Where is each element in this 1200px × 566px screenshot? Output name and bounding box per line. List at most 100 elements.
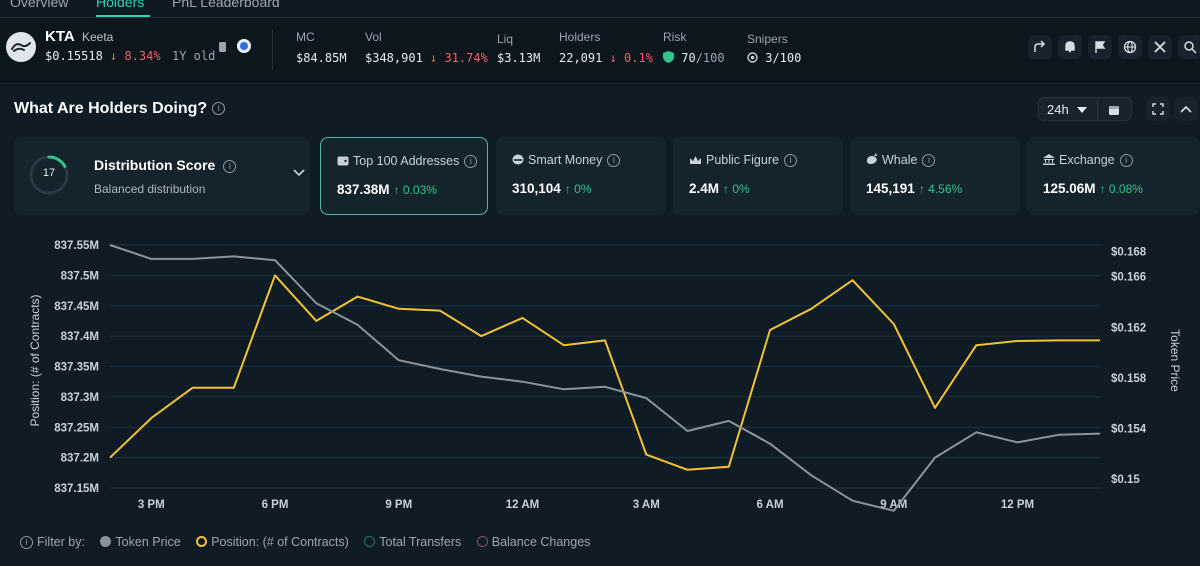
stat-label: MC — [296, 30, 315, 44]
holder-category-cards: 17 Distribution Score i Balanced distribu… — [0, 137, 1200, 215]
info-icon[interactable]: i — [783, 154, 797, 168]
x-icon[interactable] — [1148, 35, 1172, 59]
position-series-line[interactable] — [109, 274, 1100, 471]
stat-snipers[interactable]: Snipers 3/100 — [747, 32, 801, 65]
price-change: ↓ 8.34% — [110, 49, 161, 63]
info-icon[interactable]: i — [223, 159, 237, 173]
calendar-icon[interactable] — [1108, 104, 1120, 116]
token-age: 1Y old — [172, 49, 216, 63]
tab-overview[interactable]: Overview — [10, 0, 69, 10]
y-left-axis-title: Position: (# of Contracts) — [28, 294, 42, 426]
stat-risk[interactable]: Risk 70/100 — [663, 30, 725, 65]
holders-position-chart[interactable]: 837.55M 837.5M 837.45M 837.4M 837.35M 837.3M 8… — [0, 88, 1200, 528]
card-exchange[interactable]: Exchange i 125.06M ↑ 0.08% — [1027, 137, 1200, 215]
top-nav: Overview Holders PnL Leaderboard — [0, 0, 1200, 18]
info-icon[interactable]: i — [212, 102, 226, 116]
stat-liq: Liq $3.13M — [497, 32, 540, 65]
info-icon[interactable]: i — [20, 536, 33, 550]
y-left-tick-label: 837.25M — [54, 422, 99, 434]
copy-icon[interactable] — [218, 40, 228, 52]
stat-label: Vol — [365, 30, 382, 44]
whale-icon — [867, 153, 877, 164]
stat-value: 70/100 — [663, 51, 725, 65]
stat-value: $348,901 ↓ 31.74% — [365, 51, 488, 65]
y-left-tick-label: 837.15M — [54, 483, 99, 495]
card-public-figure[interactable]: Public Figure i 2.4M ↑ 0% — [673, 137, 843, 215]
y-left-tick-label: 837.45M — [54, 301, 99, 313]
info-icon[interactable]: i — [464, 155, 478, 169]
stat-mc: MC $84.85M — [296, 30, 347, 65]
y-right-tick-label: $0.154 — [1111, 424, 1147, 436]
distribution-score-title: Distribution Score i — [94, 157, 237, 173]
y-left-tick-label: 837.2M — [61, 453, 99, 465]
timeframe-value: 24h — [1047, 102, 1069, 117]
filter-token-price[interactable]: Token Price — [100, 535, 181, 549]
active-tab-indicator — [96, 15, 150, 17]
chart-filters: i Filter by: Token Price Position: (# of … — [20, 535, 602, 550]
legend-dot — [364, 536, 376, 547]
bank-icon — [1043, 154, 1055, 165]
expand-button[interactable] — [1146, 97, 1170, 121]
x-tick-label: 6 AM — [756, 499, 783, 511]
y-left-tick-label: 837.55M — [54, 240, 99, 252]
chevron-down-icon[interactable] — [293, 169, 305, 177]
search-icon[interactable] — [1178, 35, 1200, 59]
y-left-tick-label: 837.3M — [61, 392, 99, 404]
stat-value: 22,091 ↓ 0.1% — [559, 51, 653, 65]
legend-dot — [196, 536, 208, 547]
timeframe-select[interactable]: 24h — [1038, 97, 1132, 121]
distribution-score-value: 17 — [42, 167, 56, 179]
header-divider — [272, 30, 273, 70]
info-icon[interactable]: i — [607, 154, 621, 168]
legend-dot — [476, 536, 488, 547]
share-icon[interactable] — [1028, 35, 1052, 59]
panel-title: What Are Holders Doing? i — [14, 100, 226, 118]
collapse-button[interactable] — [1174, 97, 1198, 121]
flag-icon[interactable] — [1088, 35, 1112, 59]
card-value: 2.4M ↑ 0% — [689, 181, 750, 196]
y-right-tick-label: $0.15 — [1111, 474, 1140, 486]
info-icon[interactable]: i — [1119, 154, 1133, 168]
stat-label: Liq — [497, 32, 514, 46]
stat-label: Risk — [663, 30, 687, 44]
tab-pnl-leaderboard[interactable]: PnL Leaderboard — [172, 0, 280, 10]
filter-position[interactable]: Position: (# of Contracts) — [196, 535, 349, 549]
y-left-tick-label: 837.35M — [54, 362, 99, 374]
token-logo — [6, 32, 36, 62]
stat-label: Holders — [559, 30, 601, 44]
token-name: Keeta — [82, 30, 114, 44]
expand-icon — [1152, 103, 1164, 115]
tab-holders[interactable]: Holders — [96, 0, 145, 10]
card-top-100-addresses[interactable]: Top 100 Addresses i 837.38M ↑ 0.03% — [320, 137, 488, 215]
stat-vol: Vol $348,901 ↓ 31.74% — [365, 30, 488, 65]
x-tick-label: 12 PM — [1001, 499, 1034, 511]
card-title: Smart Money i — [512, 153, 621, 168]
globe-icon[interactable] — [1118, 35, 1142, 59]
stat-value: 3/100 — [747, 51, 801, 65]
chain-icon[interactable] — [237, 39, 251, 53]
card-value: 837.38M ↑ 0.03% — [337, 182, 437, 197]
filter-total-transfers[interactable]: Total Transfers — [364, 535, 461, 549]
card-smart-money[interactable]: Smart Money i 310,104 ↑ 0% — [496, 137, 666, 215]
y-right-tick-label: $0.162 — [1111, 322, 1146, 334]
select-divider — [1097, 98, 1098, 120]
token-header: KTA Keeta $0.15518 ↓ 8.34% 1Y old MC $84… — [0, 18, 1200, 84]
distribution-score-card[interactable]: 17 Distribution Score i Balanced distribu… — [14, 137, 310, 215]
shield-icon — [663, 51, 674, 63]
stat-value: $84.85M — [296, 51, 347, 65]
filter-balance-changes[interactable]: Balance Changes — [476, 535, 590, 549]
bell-icon[interactable] — [1058, 35, 1082, 59]
info-icon[interactable]: i — [922, 154, 936, 168]
chevron-up-icon — [1180, 105, 1192, 113]
distribution-score-subtitle: Balanced distribution — [94, 182, 206, 196]
filter-label: i Filter by: — [20, 535, 85, 550]
card-title: Whale i — [866, 153, 936, 168]
y-right-axis-title: Token Price — [1168, 329, 1182, 392]
card-title: Top 100 Addresses i — [337, 154, 478, 169]
target-icon — [747, 52, 758, 63]
card-whale[interactable]: Whale i 145,191 ↑ 4.56% — [850, 137, 1020, 215]
token-price-series-line[interactable] — [109, 244, 1101, 512]
stat-holders: Holders 22,091 ↓ 0.1% — [559, 30, 653, 65]
holders-panel: What Are Holders Doing? i 24h 17 Distribu… — [0, 88, 1200, 566]
y-left-tick-label: 837.5M — [61, 270, 99, 282]
